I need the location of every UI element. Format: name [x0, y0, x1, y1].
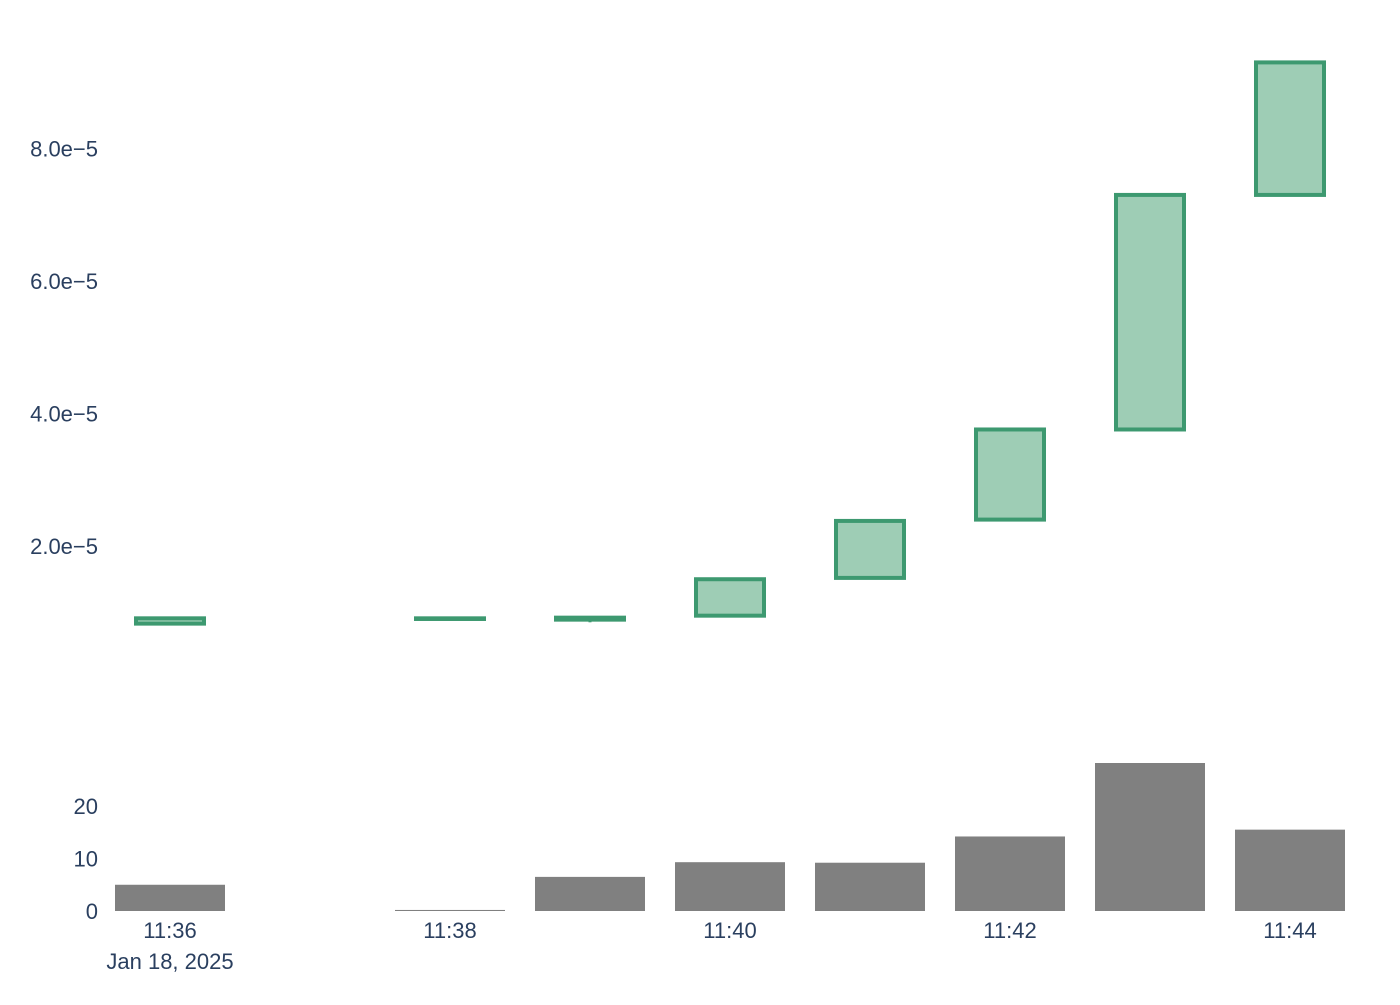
price-y-tick-label: 2.0e−5 [30, 534, 98, 559]
volume-bar [1095, 763, 1205, 911]
candle-body [554, 615, 626, 622]
volume-bar [1235, 829, 1345, 911]
price-y-tick-label: 4.0e−5 [30, 402, 98, 427]
volume-y-axis: 0 10 20 [74, 794, 98, 924]
candle-body [1254, 60, 1326, 197]
volume-bar [955, 836, 1065, 911]
price-y-tick-label: 8.0e−5 [30, 137, 98, 162]
x-tick-label: 11:42 [983, 918, 1036, 943]
candlestick [694, 577, 766, 618]
volume-bar-series [115, 763, 1345, 911]
candle-body [834, 518, 906, 580]
price-panel: 2.0e−5 4.0e−5 6.0e−5 8.0e−5 [30, 60, 1326, 626]
candle-body [1114, 192, 1186, 432]
candlestick [1114, 192, 1186, 432]
volume-bar [815, 862, 925, 911]
candle-body [694, 577, 766, 618]
volume-bar [115, 884, 225, 911]
candlestick [414, 616, 486, 621]
x-axis-date-label: Jan 18, 2025 [106, 949, 233, 974]
volume-bar [675, 862, 785, 911]
x-tick-label: 11:44 [1263, 918, 1316, 943]
x-tick-label: 11:40 [703, 918, 756, 943]
x-tick-label: 11:38 [423, 918, 476, 943]
price-y-axis: 2.0e−5 4.0e−5 6.0e−5 8.0e−5 [30, 137, 98, 560]
volume-bar [395, 909, 505, 911]
candle-body [134, 616, 206, 626]
price-y-tick-label: 6.0e−5 [30, 269, 98, 294]
candlestick-series [134, 60, 1326, 626]
candle-body [414, 616, 486, 621]
candle-body [974, 427, 1046, 522]
candlestick [554, 615, 626, 623]
volume-panel: 0 10 20 11:36 11:38 11:40 11:42 11:44 Jan 18, … [74, 763, 1345, 974]
candlestick [1254, 60, 1326, 197]
volume-y-tick-label: 20 [74, 794, 98, 819]
candlestick [974, 427, 1046, 522]
volume-bar [535, 876, 645, 911]
x-axis: 11:36 11:38 11:40 11:42 11:44 [143, 918, 1316, 943]
candlestick [134, 616, 206, 626]
candlestick [834, 518, 906, 580]
volume-y-tick-label: 0 [86, 899, 98, 924]
volume-y-tick-label: 10 [74, 847, 98, 872]
x-tick-label: 11:36 [143, 918, 196, 943]
